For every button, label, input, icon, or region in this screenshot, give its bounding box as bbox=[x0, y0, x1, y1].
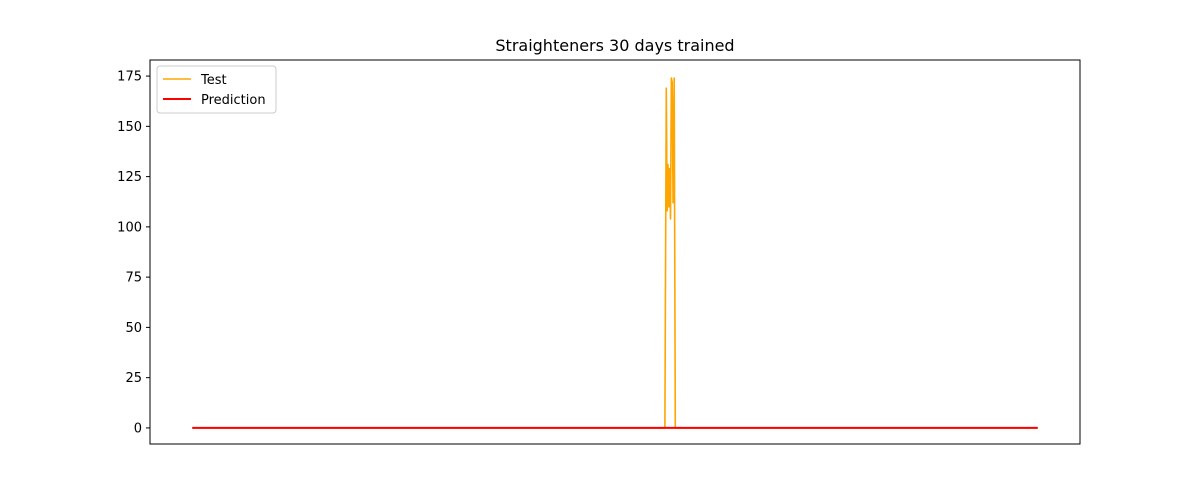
y-tick-label: 50 bbox=[125, 321, 142, 336]
plot-area bbox=[192, 77, 1038, 429]
y-tick-label: 175 bbox=[117, 70, 142, 85]
y-tick-label: 75 bbox=[125, 271, 142, 286]
y-axis: 0 25 50 75 100 125 150 175 bbox=[117, 70, 150, 436]
y-tick-label: 25 bbox=[125, 371, 142, 386]
legend-label-test: Test bbox=[200, 73, 227, 88]
plot-frame bbox=[149, 59, 1081, 445]
legend-box bbox=[156, 65, 277, 114]
legend-label-prediction: Prediction bbox=[201, 93, 266, 108]
y-tick-label: 0 bbox=[134, 421, 142, 436]
y-tick-label: 100 bbox=[117, 220, 142, 235]
chart-title: Straighteners 30 days trained bbox=[495, 36, 734, 55]
legend: Test Prediction bbox=[156, 65, 277, 114]
y-tick-label: 125 bbox=[117, 170, 142, 185]
series-line-test bbox=[192, 77, 1038, 429]
y-tick-label: 150 bbox=[117, 120, 142, 135]
